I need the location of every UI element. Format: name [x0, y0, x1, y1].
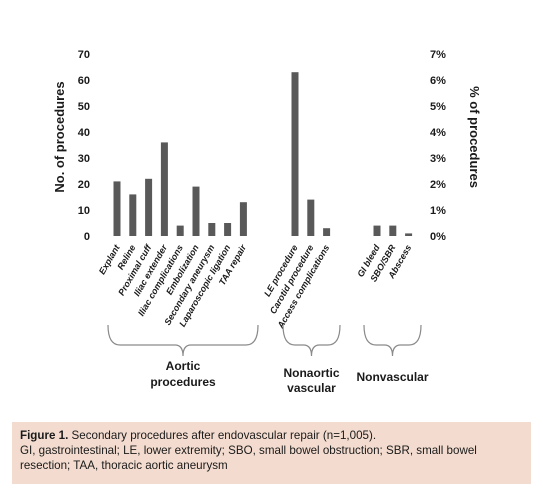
bar: [176, 225, 184, 236]
caption-figure-label: Figure 1.: [20, 429, 69, 442]
y2-tick-label: 2%: [430, 179, 446, 191]
group-label: Nonaortic: [283, 366, 339, 380]
y-tick-label: 70: [78, 49, 90, 61]
bar: [224, 223, 232, 236]
y2-tick-label: 7%: [430, 49, 446, 61]
y2-tick-label: 4%: [430, 127, 446, 139]
group-label: Nonvascular: [356, 370, 428, 384]
group-bracket: [363, 324, 422, 357]
y-tick-label: 40: [78, 127, 90, 139]
bar: [291, 72, 299, 236]
y-tick-label: 10: [78, 205, 90, 217]
bar: [192, 186, 200, 236]
y-tick-label: 60: [78, 75, 90, 87]
y-tick-label: 50: [78, 101, 90, 113]
bar-chart: 0 10 20 30 40 50 60 70 0% 1% 2% 3% 4% 5% 6% 7% No. of …: [52, 49, 482, 395]
group-label: procedures: [150, 375, 216, 389]
bar: [239, 202, 247, 236]
bar: [160, 142, 168, 236]
y-axis-title: No. of procedures: [52, 81, 67, 192]
y2-axis-title: % of procedures: [467, 86, 482, 188]
group-bracket: [107, 324, 259, 357]
bar: [405, 233, 413, 236]
y2-tick-label: 6%: [430, 75, 446, 87]
bar: [208, 223, 216, 236]
y-tick-label: 0: [84, 231, 90, 243]
bar: [389, 225, 397, 236]
caption-notes: GI, gastrointestinal; LE, lower extremit…: [20, 444, 477, 472]
y2-tick-label: 0%: [430, 231, 446, 243]
y2-tick-label: 3%: [430, 153, 446, 165]
bar: [373, 225, 381, 236]
y2-tick-label: 5%: [430, 101, 446, 113]
bar: [307, 199, 315, 236]
group-label: Aortic: [166, 359, 201, 373]
y-tick-label: 20: [78, 179, 90, 191]
y2-tick-label: 1%: [430, 205, 446, 217]
caption-title: Secondary procedures after endovascular …: [68, 429, 377, 442]
bars: [113, 72, 413, 236]
group-bracket: [282, 324, 341, 357]
y-tick-label: 30: [78, 153, 90, 165]
bar: [323, 228, 331, 236]
bar: [145, 178, 153, 236]
bar: [113, 181, 121, 236]
group-label: vascular: [287, 381, 336, 395]
y-axis-right: 0% 1% 2% 3% 4% 5% 6% 7%: [430, 49, 446, 243]
y-axis-left: 0 10 20 30 40 50 60 70: [78, 49, 90, 243]
bar: [129, 194, 137, 236]
figure-caption: Figure 1. Secondary procedures after end…: [12, 422, 531, 484]
